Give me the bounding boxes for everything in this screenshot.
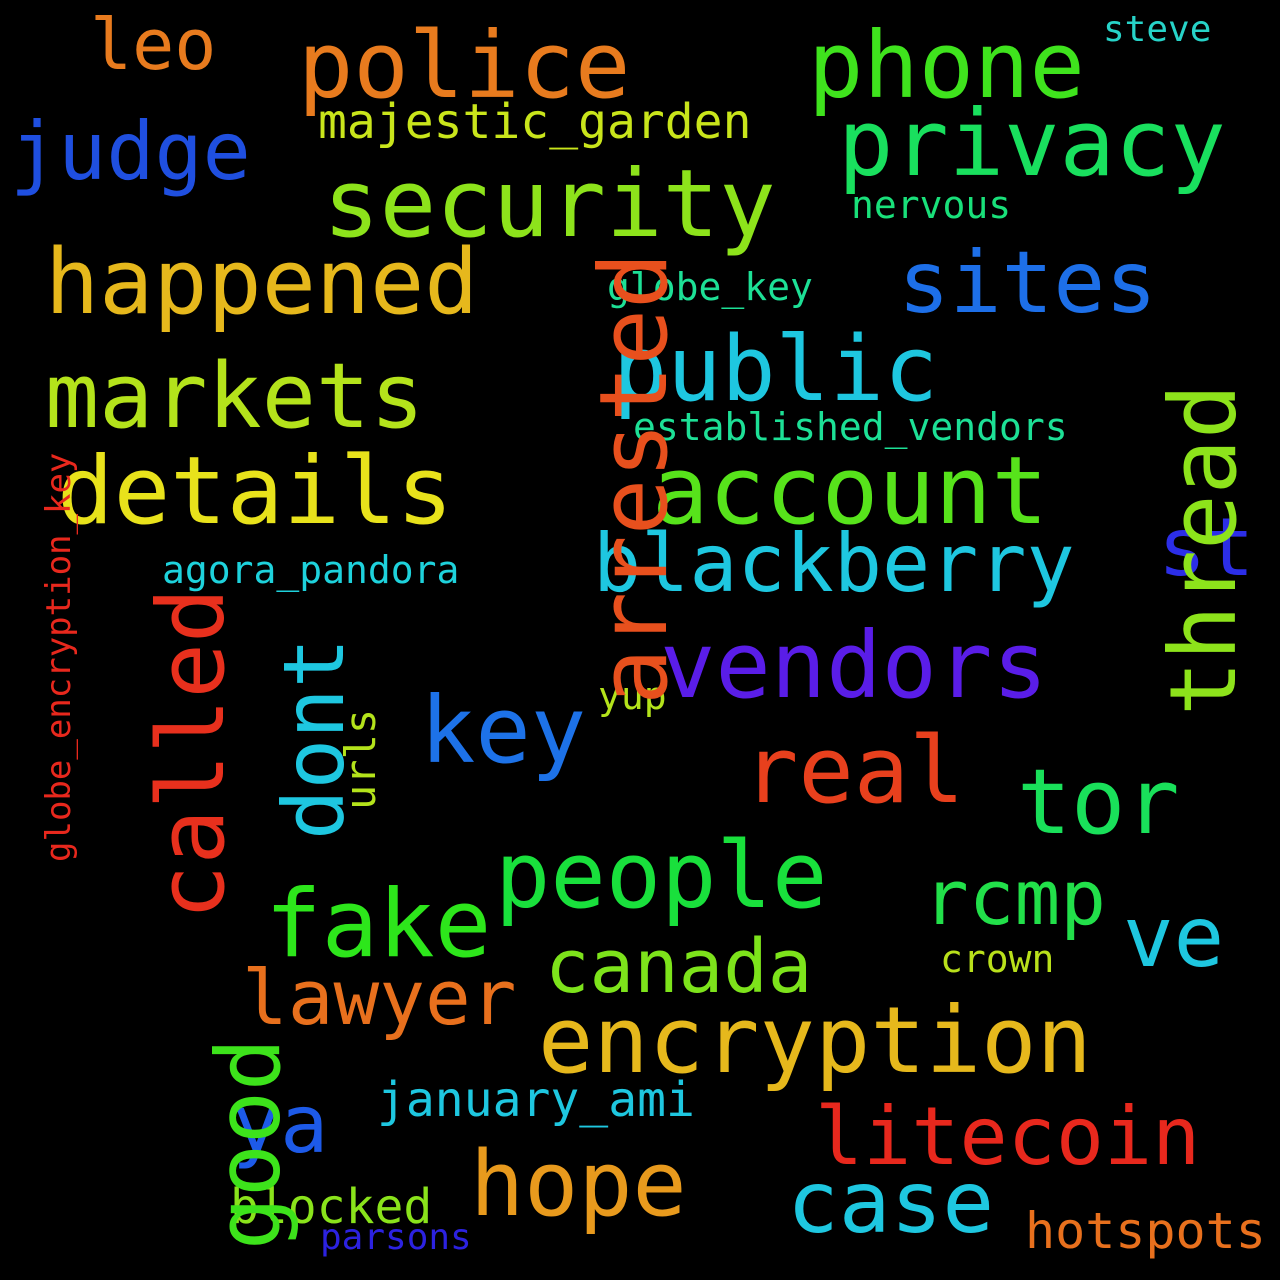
word-ve: ve [1123,888,1225,986]
word-blocked: blocked [230,1179,433,1235]
word-yup: yup [598,674,667,718]
word-january-ami: january_ami [377,1072,695,1128]
word-details: details [57,437,454,546]
word-steve: steve [1103,9,1212,50]
word-parsons: parsons [320,1217,472,1258]
word-encryption: encryption [538,987,1092,1094]
word-called: called [138,587,245,920]
word-globe-key: globe_key [607,265,813,309]
word-phone: phone [808,12,1085,119]
word-hope: hope [470,1132,687,1237]
word-st: st [1158,501,1255,594]
word-account: account [652,437,1049,546]
word-key: key [420,677,587,784]
word-sites: sites [898,233,1157,333]
word-security: security [323,150,776,259]
word-fake: fake [265,870,492,979]
word-canada: canada [545,924,813,1010]
word-litecoin: litecoin [815,1090,1201,1183]
word-crown: crown [940,937,1055,981]
word-judge: judge [10,105,251,198]
word-blackberry: blackberry [593,517,1075,610]
word-hotspots: hotspots [1025,1202,1266,1260]
word-case: case [787,1153,995,1253]
word-leo: leo [90,4,217,86]
word-thread: thread [1150,383,1257,716]
word-markets: markets [45,344,425,449]
word-tor: tor [1017,750,1180,855]
word-urls: urls [336,708,385,810]
word-agora-pandora: agora_pandora [162,548,460,592]
word-arrested: arrested [580,252,689,705]
word-people: people [495,822,828,929]
word-public: public [613,317,939,422]
word-real: real [743,717,965,824]
word-globe-encryption-key: globe_encryption_key [39,452,79,862]
word-established-vendors: established_vendors [633,405,1068,449]
word-lawyer: lawyer [242,953,517,1042]
word-vendors: vendors [660,612,1048,719]
word-majestic-garden: majestic_garden [318,94,752,150]
word-happened: happened [45,230,479,335]
word-rcmp: rcmp [923,853,1107,942]
word-privacy: privacy [838,90,1226,197]
word-police: police [298,12,631,119]
word-ya: ya [232,1078,329,1171]
word-good: good [197,1038,300,1250]
word-nervous: nervous [851,183,1012,227]
